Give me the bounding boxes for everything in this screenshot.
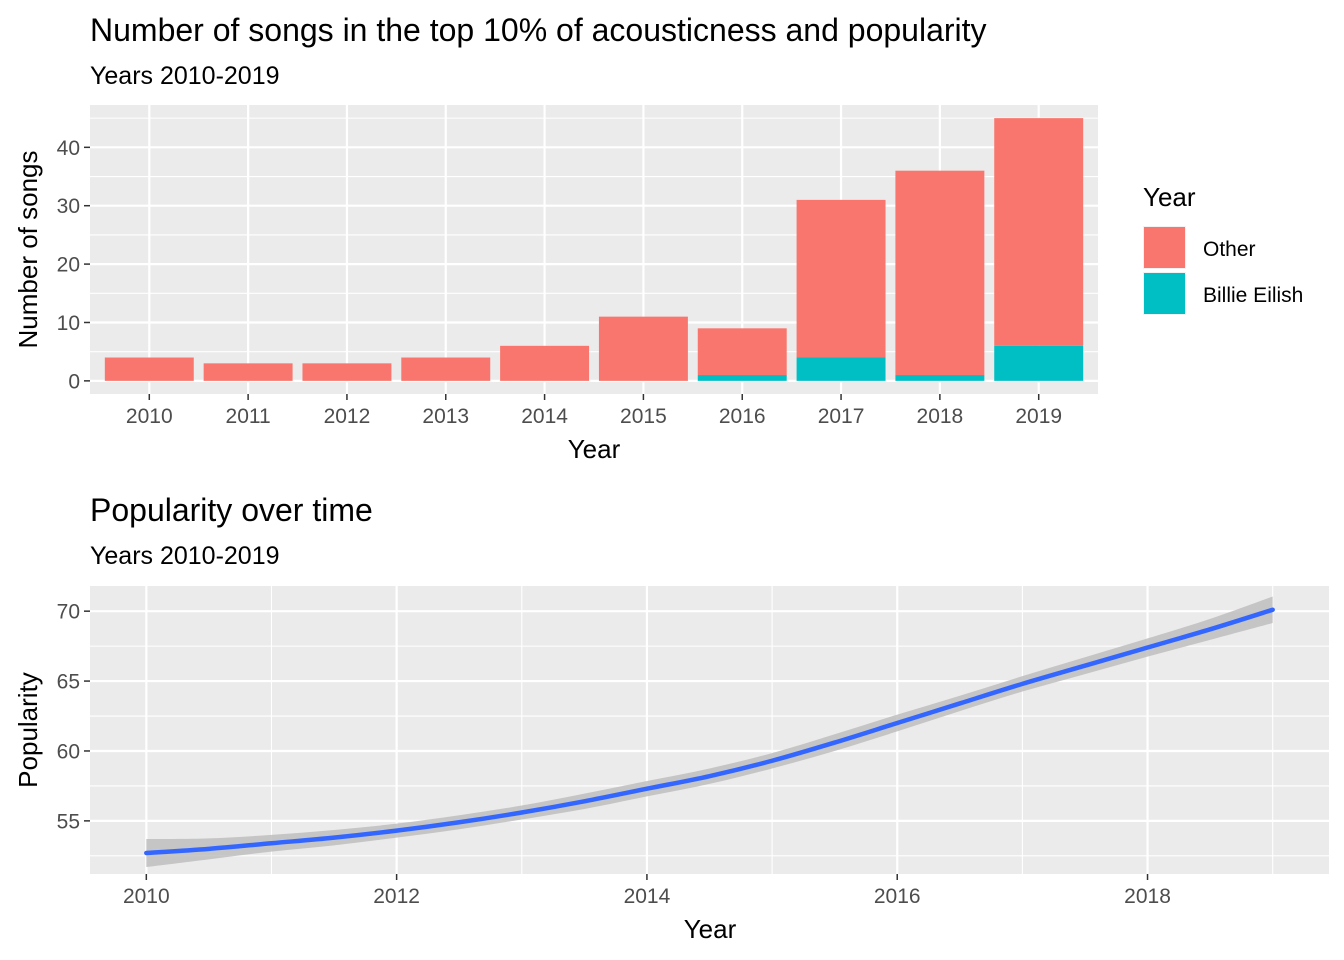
x-tick-label: 2019	[1015, 405, 1062, 428]
legend-label-other: Other	[1203, 238, 1256, 261]
bar-chart: Number of songs in the top 10% of acoust…	[13, 12, 1303, 464]
chart2-title: Popularity over time	[90, 492, 373, 528]
chart2-x-axis: 2010 2012 2014 2016 2018	[123, 874, 1171, 908]
x-tick-label: 2010	[123, 885, 170, 908]
y-tick-label: 55	[57, 810, 80, 833]
bar-other-2018	[895, 170, 985, 376]
bar-other-2014	[500, 345, 590, 381]
bar-other-2019	[994, 118, 1084, 346]
chart2-y-axis-title: Popularity	[13, 672, 43, 788]
bar-other-2017	[796, 199, 886, 358]
confidence-band	[146, 596, 1273, 868]
x-tick-label: 2012	[373, 885, 420, 908]
bar-other-2015	[598, 316, 688, 381]
bar-other-2012	[302, 363, 392, 381]
bar-billie-eilish-2018	[895, 375, 985, 381]
chart1-x-axis-title: Year	[568, 434, 621, 464]
chart1-legend: Year Other Billie Eilish	[1143, 182, 1303, 315]
chart2-subtitle: Years 2010-2019	[90, 542, 280, 570]
chart2-marks	[144, 596, 1275, 868]
x-tick-label: 2015	[620, 405, 667, 428]
chart2-y-axis: 55 60 65 70	[57, 601, 90, 833]
y-tick-label: 0	[68, 370, 80, 393]
legend-title: Year	[1143, 182, 1196, 212]
y-tick-label: 65	[57, 671, 80, 694]
chart2-panel	[90, 586, 1329, 874]
bar-billie-eilish-2019	[994, 345, 1084, 381]
y-tick-label: 10	[57, 312, 80, 335]
legend-swatch-other	[1144, 227, 1185, 268]
chart1-y-axis: 0 10 20 30 40	[57, 137, 90, 393]
y-tick-label: 60	[57, 740, 80, 763]
y-tick-label: 20	[57, 254, 80, 277]
bar-other-2013	[401, 357, 491, 381]
x-tick-label: 2014	[624, 885, 671, 908]
y-tick-label: 30	[57, 195, 80, 218]
x-tick-label: 2011	[226, 405, 271, 428]
x-tick-label: 2013	[422, 405, 469, 428]
bar-other-2011	[203, 363, 293, 381]
x-tick-label: 2017	[818, 405, 865, 428]
legend-label-billie-eilish: Billie Eilish	[1203, 284, 1303, 307]
popularity-trend-line	[144, 607, 1275, 856]
chart1-subtitle: Years 2010-2019	[90, 62, 280, 90]
line-chart: Popularity over time Years 2010-2019 55 6…	[13, 492, 1329, 944]
x-tick-label: 2014	[521, 405, 568, 428]
chart1-x-axis: 2010 2011 2012 2013 2014 2015 2016 2017 2018 2019	[126, 394, 1062, 428]
x-tick-label: 2018	[1124, 885, 1171, 908]
x-tick-label: 2018	[917, 405, 964, 428]
chart1-y-axis-title: Number of songs	[13, 151, 43, 349]
chart1-bars	[104, 118, 1084, 381]
chart1-title: Number of songs in the top 10% of acoust…	[90, 12, 987, 48]
y-tick-label: 40	[57, 137, 80, 160]
x-tick-label: 2016	[719, 405, 766, 428]
bar-billie-eilish-2016	[697, 375, 787, 381]
chart2-x-axis-title: Year	[684, 914, 737, 944]
legend-swatch-billie-eilish	[1144, 273, 1185, 314]
y-tick-label: 70	[57, 601, 80, 624]
x-tick-label: 2010	[126, 405, 173, 428]
x-tick-label: 2016	[874, 885, 921, 908]
bar-other-2016	[697, 328, 787, 376]
bar-billie-eilish-2017	[796, 357, 886, 381]
x-tick-label: 2012	[324, 405, 371, 428]
bar-other-2010	[104, 357, 194, 381]
